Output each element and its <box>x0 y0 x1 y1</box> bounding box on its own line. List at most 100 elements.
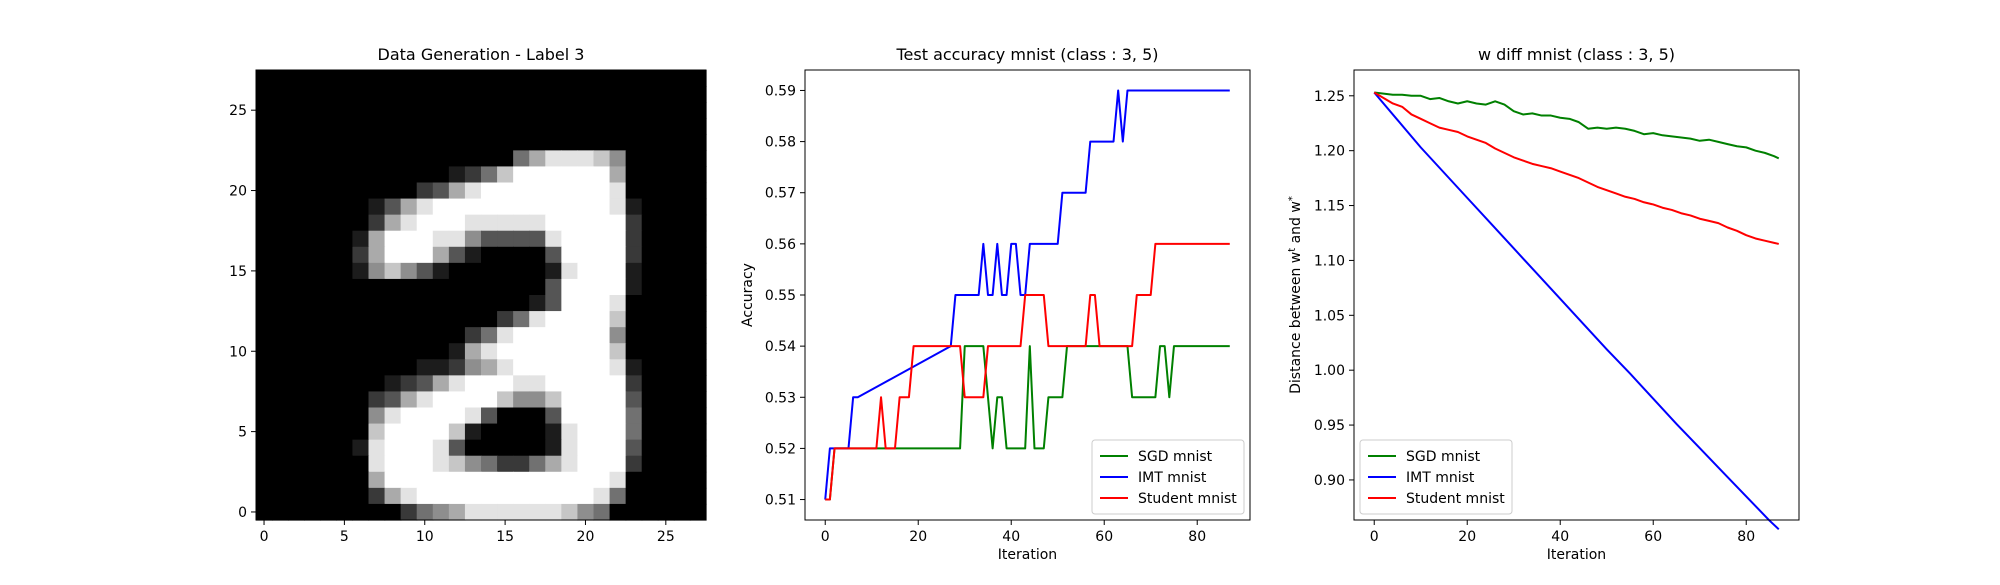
pixel-cell <box>625 391 643 409</box>
pixel-cell <box>657 471 675 489</box>
pixel-cell <box>448 439 466 457</box>
pixel-cell <box>673 455 691 473</box>
wdiff-frame <box>1353 69 1800 521</box>
pixel-cell <box>673 166 691 184</box>
pixel-cell <box>609 295 627 312</box>
pixel-cell <box>352 182 370 200</box>
y-tick-label: 0.54 <box>765 339 796 355</box>
pixel-cell <box>256 102 273 119</box>
series-line-imt-mnist <box>824 89 1230 500</box>
pixel-cell <box>304 487 321 505</box>
y-tick-label: 0.55 <box>765 288 796 304</box>
pixel-cell <box>272 214 289 232</box>
pixel-cell <box>625 455 643 473</box>
pixel-cell <box>432 118 450 135</box>
pixel-cell <box>513 214 530 232</box>
pixel-cell <box>689 359 707 376</box>
pixel-cell <box>272 70 289 87</box>
pixel-cell <box>256 150 273 168</box>
pixel-cell <box>416 391 434 409</box>
pixel-cell <box>529 102 546 119</box>
x-tick-label: 20 <box>577 529 595 545</box>
pixel-cell <box>593 375 611 393</box>
pixel-cell <box>657 439 675 457</box>
pixel-cell <box>272 471 289 489</box>
pixel-cell <box>336 230 354 248</box>
pixel-cell <box>256 423 273 441</box>
pixel-cell <box>625 278 643 296</box>
pixel-cell <box>432 343 450 360</box>
pixel-cell <box>400 278 418 296</box>
pixel-cell <box>288 70 305 87</box>
pixel-cell <box>481 343 498 360</box>
pixel-cell <box>432 407 450 425</box>
pixel-cell <box>481 391 498 409</box>
pixel-cell <box>497 246 514 264</box>
pixel-cell <box>464 134 482 151</box>
pixel-cell <box>689 487 707 505</box>
pixel-cell <box>625 214 643 232</box>
pixel-cell <box>673 471 691 489</box>
pixel-cell <box>497 166 514 184</box>
pixel-cell <box>320 182 337 200</box>
pixel-cell <box>288 423 305 441</box>
pixel-cell <box>625 166 643 184</box>
pixel-cell <box>513 391 530 409</box>
pixel-cell <box>448 214 466 232</box>
pixel-cell <box>689 471 707 489</box>
pixel-cell <box>384 246 402 264</box>
accuracy-y-axis: 0.51 0.52 0.53 0.54 0.55 0.56 0.57 0.58 0.59 <box>765 83 805 509</box>
pixel-cell <box>432 375 450 393</box>
pixel-cell <box>272 359 289 376</box>
pixel-cell <box>497 423 514 441</box>
pixel-cell <box>352 375 370 393</box>
y-tick-label: 0 <box>238 505 247 521</box>
y-tick-label: 15 <box>229 264 247 280</box>
pixel-cell <box>320 439 337 457</box>
pixel-cell <box>272 423 289 441</box>
pixel-cell <box>497 455 514 473</box>
pixel-cell <box>416 343 434 360</box>
pixel-cell <box>320 311 337 328</box>
pixel-cell <box>288 343 305 360</box>
pixel-cell <box>464 327 482 344</box>
pixel-cell <box>336 327 354 344</box>
pixel-cell <box>529 327 546 344</box>
pixel-cell <box>545 407 562 425</box>
pixel-cell <box>288 166 305 184</box>
pixel-cell <box>689 407 707 425</box>
pixel-cell <box>320 327 337 344</box>
pixel-cell <box>689 182 707 200</box>
pixel-cell <box>657 455 675 473</box>
pixel-cell <box>416 182 434 200</box>
pixel-cell <box>497 134 514 151</box>
pixel-cell <box>641 102 659 119</box>
pixel-cell <box>464 391 482 409</box>
pixel-cell <box>304 423 321 441</box>
pixel-cell <box>673 150 691 168</box>
pixel-cell <box>593 230 611 248</box>
pixel-cell <box>545 246 562 264</box>
pixel-cell <box>448 455 466 473</box>
pixel-cell <box>513 150 530 168</box>
pixel-cell <box>400 407 418 425</box>
pixel-cell <box>320 70 337 87</box>
pixel-cell <box>288 86 305 103</box>
pixel-cell <box>400 246 418 264</box>
pixel-cell <box>673 439 691 457</box>
pixel-cell <box>481 327 498 344</box>
pixel-cell <box>593 487 611 505</box>
pixel-cell <box>673 230 691 248</box>
pixel-cell <box>561 182 579 200</box>
pixel-cell <box>352 471 370 489</box>
pixel-cell <box>529 246 546 264</box>
pixel-cell <box>400 134 418 151</box>
pixel-cell <box>577 246 595 264</box>
pixel-cell <box>513 327 530 344</box>
pixel-cell <box>448 327 466 344</box>
pixel-cell <box>545 391 562 409</box>
pixel-cell <box>529 134 546 151</box>
pixel-cell <box>625 407 643 425</box>
pixel-cell <box>641 214 659 232</box>
pixel-cell <box>577 375 595 393</box>
